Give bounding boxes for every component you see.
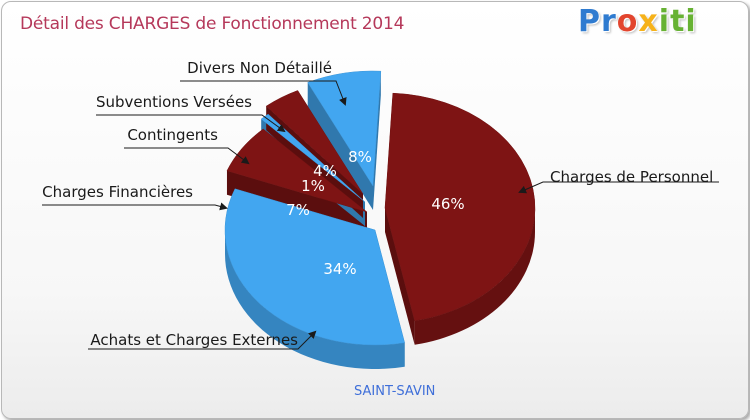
leader-line-contingents [124,147,250,165]
slice-subventions-versees[interactable] [265,90,364,195]
leader-line-divers-non-detaille [180,80,347,106]
category-label-charges-de-personnel: Charges de Personnel [550,168,713,186]
category-label-achats-et-charges-externes: Achats et Charges Externes [90,331,298,349]
category-label-charges-financieres: Charges Financières [42,183,193,201]
pct-label-achats-et-charges-externes: 34% [323,260,356,278]
pct-label-charges-financieres: 7% [286,201,310,219]
logo-part-3: x [638,4,659,39]
slice-charges-de-personnel[interactable] [384,92,536,322]
category-label-contingents: Contingents [127,126,218,144]
pie-tops [224,70,536,346]
slice-divers-non-detaille[interactable] [307,70,382,187]
slice-rim-charges-de-personnel [414,208,535,345]
leader-line-achats-et-charges-externes [88,330,317,350]
leader-line-charges-financieres [42,202,228,211]
category-label-subventions-versees: Subventions Versées [96,93,252,111]
pct-label-charges-de-personnel: 46% [431,195,464,213]
logo-part-4: iti [658,4,697,39]
leader-line-subventions-versees [96,114,286,133]
pct-label-subventions-versees: 4% [313,162,337,180]
category-label-divers-non-detaille: Divers Non Détaillé [187,59,332,77]
pct-label-divers-non-detaille: 8% [348,148,372,166]
logo-part-2: o [616,4,639,39]
slice-wall-divers-non-detaille-1 [373,71,381,211]
slice-rim-achats-et-charges-externes [225,230,405,369]
slice-charges-financieres[interactable] [226,128,368,213]
pct-label-contingents: 1% [301,177,325,195]
proxiti-logo[interactable]: Proxiti [578,4,697,39]
slice-achats-et-charges-externes[interactable] [224,188,405,346]
logo-part-1: Pr [578,4,617,39]
slice-wall-charges-de-personnel-1 [385,208,415,345]
slice-wall-divers-non-detaille-0 [307,82,373,210]
chart-title: Détail des CHARGES de Fonctionnement 201… [20,14,405,34]
commune-name: SAINT-SAVIN [354,384,436,399]
leader-line-charges-de-personnel [518,181,719,194]
